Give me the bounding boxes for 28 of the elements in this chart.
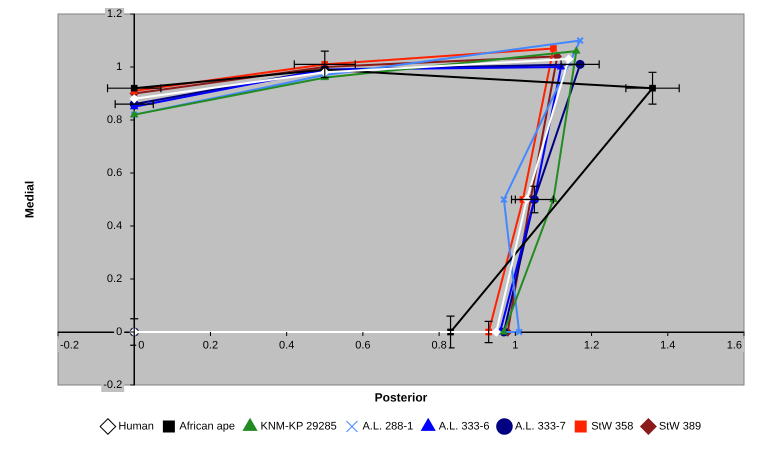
legend-label: StW 389 [658,420,702,433]
x-tick-label: 0.8 [431,340,447,352]
x-tick-label: 1.6 [726,340,742,352]
x-tick-label: 0.4 [279,340,294,352]
x-tick-label: 1.4 [660,340,676,352]
y-tick-label: -0.2 [103,379,122,392]
x-axis-title: Posterior [374,390,428,404]
legend-label: StW 358 [591,420,634,433]
y-axis-title: Medial [22,180,36,218]
x-tick-label: 1.2 [584,340,600,352]
legend-label: African ape [179,420,236,433]
legend-label: Human [118,420,154,433]
y-tick-label: 1.2 [106,8,122,20]
y-tick-label: 0 [116,326,122,338]
legend-label: A.L. 288-1 [362,420,414,433]
x-tick-label: -0.2 [60,340,79,352]
x-tick-label: 0 [138,340,144,352]
y-tick-label: 0.8 [106,114,122,126]
legend-label: KNM-KP 29285 [260,420,337,433]
x-tick-label: 1 [512,340,518,352]
x-tick-label: 0.2 [202,340,218,352]
x-tick-label: 0.6 [355,340,371,352]
legend-label: A.L. 333-7 [514,420,566,433]
y-tick-label: 0.4 [106,220,122,232]
legend-label: A.L. 333-6 [438,420,490,433]
y-tick-label: 0.6 [106,167,122,180]
y-tick-label: 1 [116,61,122,74]
y-tick-label: 0.2 [106,273,122,286]
